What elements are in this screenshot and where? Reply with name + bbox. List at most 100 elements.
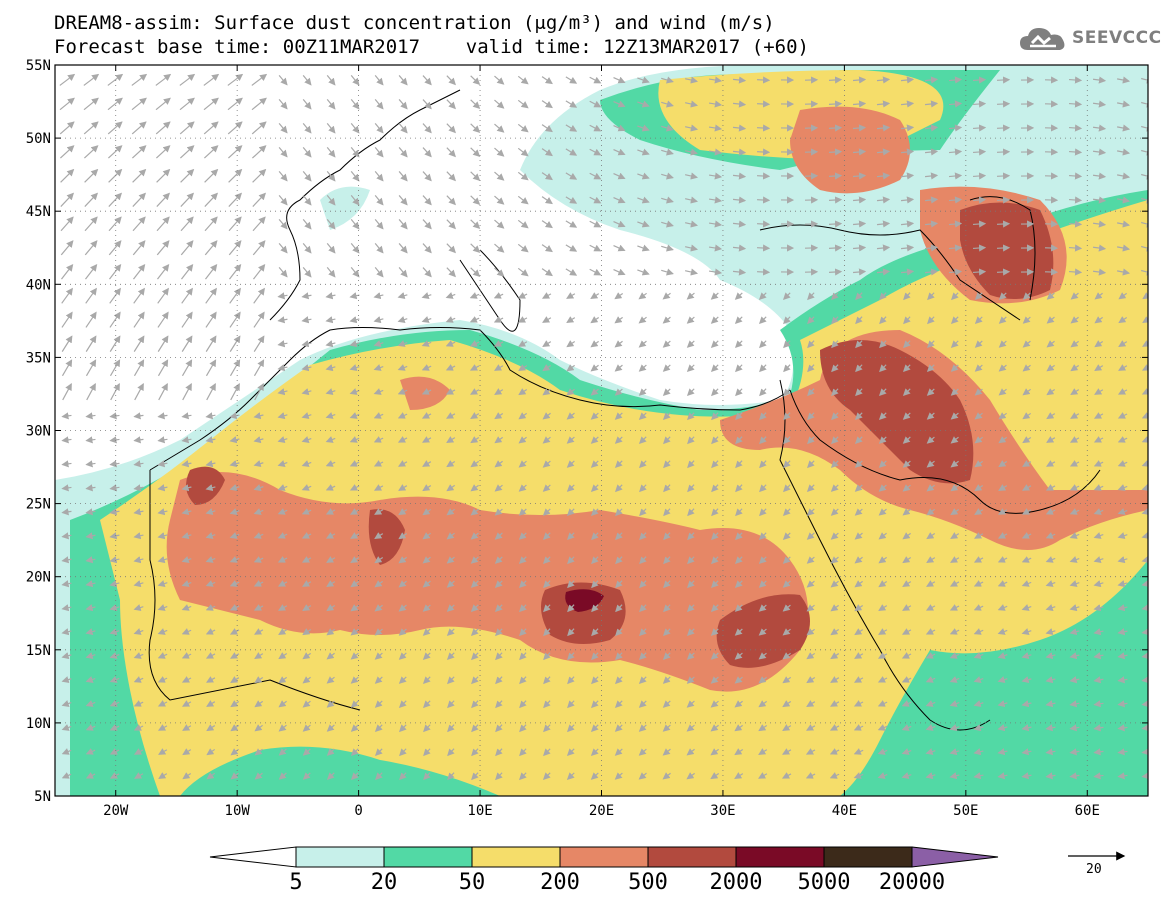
wind-arrow <box>852 268 867 276</box>
wind-arrow <box>326 146 336 158</box>
wind-arrow <box>900 244 915 252</box>
wind-arrow <box>663 460 671 469</box>
wind-arrow <box>1142 316 1148 324</box>
wind-arrow <box>350 146 360 158</box>
wind-arrow <box>950 412 959 420</box>
wind-arrow <box>204 216 218 232</box>
wind-arrow <box>687 460 695 469</box>
wind-arrow <box>998 316 1007 324</box>
wind-arrow <box>227 145 243 159</box>
lon-label: 40E <box>832 803 857 819</box>
wind-arrow <box>639 460 647 469</box>
wind-arrow <box>1022 292 1031 300</box>
wind-arrow <box>277 388 288 396</box>
colorbar-label: 500 <box>628 870 668 895</box>
wind-arrow <box>1093 532 1104 539</box>
wind-arrow <box>84 240 98 256</box>
colorbar-over-triangle <box>911 846 999 868</box>
wind-arrow <box>1141 388 1148 395</box>
wind-arrow <box>924 148 939 156</box>
wind-arrow <box>732 148 747 156</box>
wind-arrow <box>687 484 695 493</box>
wind-arrow <box>852 148 867 156</box>
wind-arrow <box>732 196 747 204</box>
wind-arrow <box>203 121 219 135</box>
wind-arrow <box>591 532 599 541</box>
wind-arrow <box>972 124 987 132</box>
wind-vector-field <box>59 73 1148 781</box>
wind-arrow <box>205 263 218 280</box>
wind-arrow <box>734 316 743 324</box>
wind-arrow <box>613 76 626 84</box>
wind-arrow <box>996 268 1011 276</box>
wind-arrow <box>926 556 936 564</box>
wind-arrow <box>783 484 791 493</box>
wind-arrow <box>301 508 312 515</box>
wind-arrow <box>374 146 384 158</box>
wind-arrow <box>61 484 72 492</box>
wind-arrow <box>732 244 747 252</box>
wind-arrow <box>807 388 815 397</box>
wind-arrow <box>133 556 144 564</box>
wind-arrow <box>205 359 217 377</box>
wind-arrow <box>541 148 553 157</box>
wind-arrow <box>157 484 168 492</box>
wind-arrow <box>398 195 408 206</box>
wind-arrow <box>949 580 960 587</box>
wind-arrow <box>446 460 456 468</box>
wind-arrow <box>758 532 767 541</box>
wind-arrow <box>325 532 336 539</box>
title-line-1: DREAM8-assim: Surface dust concentration… <box>54 12 775 34</box>
wind-arrow <box>950 388 959 396</box>
wind-arrow <box>830 532 839 540</box>
wind-arrow <box>374 98 384 110</box>
wind-arrow <box>181 460 192 468</box>
wind-arrow <box>1141 76 1148 84</box>
wind-arrow <box>615 556 623 565</box>
wind-arrow <box>782 508 791 517</box>
wind-arrow <box>350 98 360 110</box>
wind-arrow <box>494 388 504 395</box>
wind-arrow <box>229 359 241 377</box>
wind-arrow <box>852 172 867 180</box>
wind-arrow <box>590 484 599 492</box>
wind-arrow <box>422 267 432 278</box>
wind-arrow <box>373 436 384 443</box>
wind-arrow <box>397 316 408 323</box>
wind-arrow <box>373 292 384 300</box>
wind-arrow <box>350 218 360 230</box>
wind-arrow <box>1118 340 1128 348</box>
wind-arrow <box>422 580 431 588</box>
wind-arrow <box>61 311 73 328</box>
wind-arrow <box>996 124 1011 132</box>
wind-arrow <box>807 292 815 301</box>
wind-arrow <box>398 171 408 182</box>
wind-arrow <box>446 436 456 443</box>
wind-arrow <box>325 292 336 300</box>
wind-arrow <box>326 98 336 110</box>
wind-arrow <box>878 532 887 540</box>
wind-arrow <box>131 145 147 159</box>
wind-arrow <box>494 219 505 229</box>
wind-arrow <box>397 340 408 347</box>
wind-arrow <box>615 532 623 541</box>
wind-arrow <box>831 340 839 349</box>
wind-arrow <box>157 580 168 588</box>
wind-arrow <box>205 412 216 420</box>
wind-arrow <box>614 316 623 324</box>
wind-arrow <box>157 311 169 328</box>
wind-arrow <box>855 340 863 349</box>
wind-arrow <box>565 268 578 276</box>
wind-arrow <box>179 121 195 135</box>
wind-arrow <box>205 335 217 352</box>
wind-arrow <box>182 383 192 401</box>
wind-arrow <box>206 383 216 401</box>
wind-arrow <box>806 556 815 564</box>
wind-arrow <box>59 97 75 111</box>
wind-arrow <box>446 147 456 158</box>
wind-arrow <box>60 240 74 256</box>
lat-label: 20N <box>26 570 51 586</box>
wind-arrow <box>613 244 626 252</box>
wind-arrow <box>1022 316 1031 324</box>
wind-arrow <box>879 292 887 301</box>
